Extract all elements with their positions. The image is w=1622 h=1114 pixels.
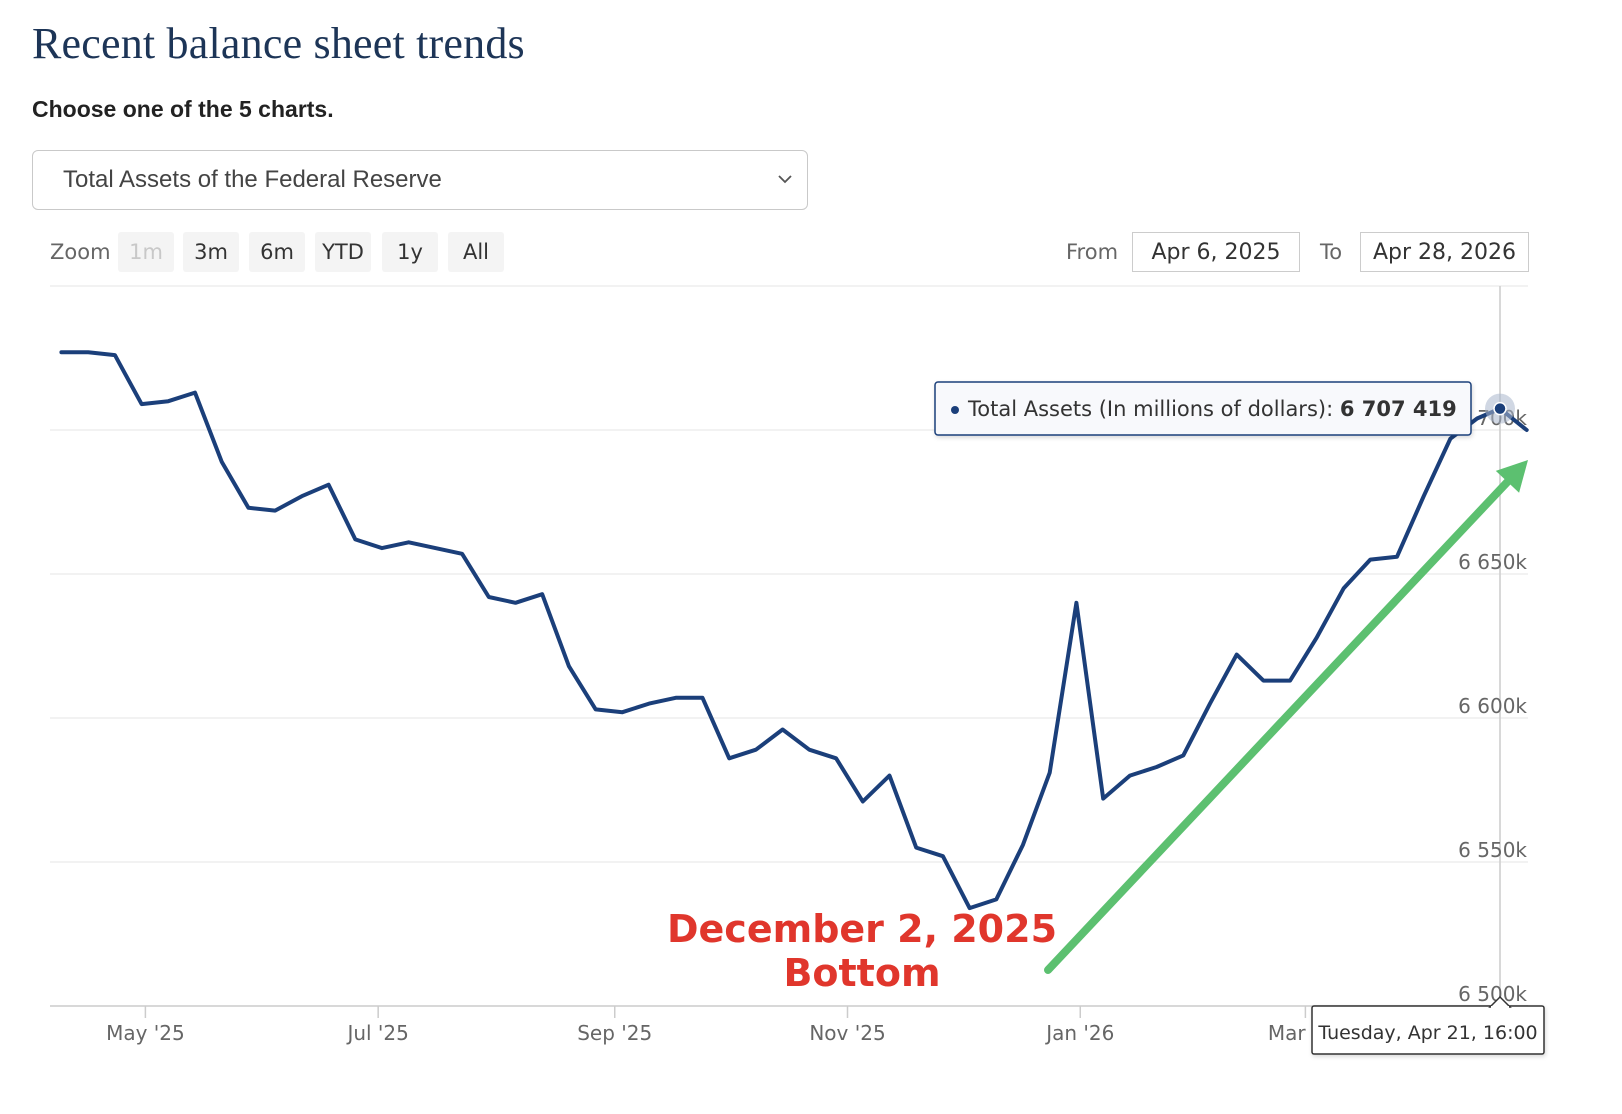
chart-chooser-label: Choose one of the 5 charts.: [32, 96, 334, 122]
annotation-date: December 2, 2025: [667, 907, 1057, 951]
data-point[interactable]: [513, 600, 519, 606]
tooltip: Total Assets (In millions of dollars): 6…: [934, 381, 1472, 436]
x-tick-label: Jul '25: [345, 1021, 408, 1045]
x-tick-label: Sep '25: [577, 1021, 652, 1045]
data-point[interactable]: [1127, 773, 1133, 779]
data-point[interactable]: [1180, 752, 1186, 758]
data-point[interactable]: [432, 545, 438, 551]
zoom-6m-button[interactable]: 6m: [249, 232, 305, 272]
data-point[interactable]: [619, 709, 625, 715]
data-point[interactable]: [673, 695, 679, 701]
data-point[interactable]: [646, 701, 652, 707]
data-point[interactable]: [780, 727, 786, 733]
data-point[interactable]: [245, 505, 251, 511]
tooltip-value: 6 707 419: [1340, 397, 1457, 421]
data-point[interactable]: [486, 594, 492, 600]
data-point[interactable]: [593, 706, 599, 712]
data-point[interactable]: [58, 349, 64, 355]
data-point[interactable]: [406, 539, 412, 545]
zoom-3m-button[interactable]: 3m: [183, 232, 239, 272]
x-tick-label: Nov '25: [809, 1021, 885, 1045]
data-point[interactable]: [700, 695, 706, 701]
data-point[interactable]: [1341, 585, 1347, 591]
data-point[interactable]: [219, 459, 225, 465]
hover-point[interactable]: [1493, 401, 1507, 416]
data-point[interactable]: [272, 508, 278, 514]
data-point[interactable]: [299, 493, 305, 499]
page-title: Recent balance sheet trends: [32, 19, 525, 68]
range-to-input[interactable]: Apr 28, 2026: [1360, 232, 1529, 272]
data-point[interactable]: [1474, 415, 1480, 421]
data-point[interactable]: [352, 536, 358, 542]
data-point[interactable]: [806, 747, 812, 753]
zoom-all-button[interactable]: All: [448, 232, 504, 272]
data-point[interactable]: [379, 545, 385, 551]
data-point[interactable]: [913, 845, 919, 851]
tooltip-box: [934, 381, 1472, 436]
data-point[interactable]: [886, 773, 892, 779]
zoom-1m-button[interactable]: 1m: [118, 232, 174, 272]
data-point[interactable]: [1421, 493, 1427, 499]
range-to-label: To: [1320, 240, 1343, 264]
y-tick-label: 6 550k: [1458, 838, 1527, 862]
data-point[interactable]: [85, 349, 91, 355]
data-point[interactable]: [326, 482, 332, 488]
chart-select[interactable]: Total Assets of the Federal Reserve: [32, 150, 808, 210]
data-point[interactable]: [726, 755, 732, 761]
data-point[interactable]: [993, 896, 999, 902]
zoom-label: Zoom: [50, 240, 111, 264]
tooltip-text: Total Assets (In millions of dollars): 6…: [967, 397, 1457, 421]
range-from-label: From: [1066, 240, 1119, 264]
trend-arrow-head: [1495, 460, 1528, 493]
date-tooltip: Tuesday, Apr 21, 16:00: [1311, 995, 1545, 1055]
data-point[interactable]: [1047, 770, 1053, 776]
data-point[interactable]: [833, 755, 839, 761]
chart-select-value: Total Assets of the Federal Reserve: [63, 166, 442, 193]
date-tooltip-text: Tuesday, Apr 21, 16:00: [1317, 1022, 1537, 1044]
data-point[interactable]: [112, 352, 118, 358]
y-tick-label: 6 600k: [1458, 694, 1527, 718]
data-point[interactable]: [566, 663, 572, 669]
data-point[interactable]: [1154, 764, 1160, 770]
x-tick-label: May '25: [106, 1021, 185, 1045]
zoom-1y-button[interactable]: 1y: [382, 232, 438, 272]
data-point[interactable]: [1020, 842, 1026, 848]
y-tick-label: 6 500k: [1458, 982, 1527, 1006]
date-tooltip-box: [1311, 1005, 1545, 1055]
data-point[interactable]: [1287, 678, 1293, 684]
data-point[interactable]: [192, 390, 198, 396]
data-point[interactable]: [459, 551, 465, 557]
data-point[interactable]: [1207, 701, 1213, 707]
data-point[interactable]: [139, 401, 145, 407]
trend-arrow: [1044, 477, 1512, 974]
data-point[interactable]: [539, 591, 545, 597]
tooltip-bullet: [951, 406, 959, 414]
data-point[interactable]: [1260, 678, 1266, 684]
x-tick-label: Jan '26: [1044, 1021, 1114, 1045]
data-point[interactable]: [1524, 427, 1530, 433]
range-from-input[interactable]: Apr 6, 2025: [1132, 232, 1300, 272]
data-point[interactable]: [753, 747, 759, 753]
data-point[interactable]: [1073, 600, 1079, 606]
zoom-ytd-button[interactable]: YTD: [315, 232, 371, 272]
tooltip-label: Total Assets (In millions of dollars):: [967, 397, 1340, 421]
data-point[interactable]: [940, 853, 946, 859]
data-point[interactable]: [860, 799, 866, 805]
y-tick-label: 6 650k: [1458, 550, 1527, 574]
data-point[interactable]: [1100, 796, 1106, 802]
series-line-total-assets: [59, 350, 1529, 911]
data-point[interactable]: [1314, 634, 1320, 640]
data-point[interactable]: [1447, 436, 1453, 442]
chevron-down-icon: [778, 175, 792, 184]
data-point[interactable]: [1234, 652, 1240, 658]
data-point[interactable]: [1367, 557, 1373, 563]
annotation-label: Bottom: [783, 951, 940, 995]
data-point[interactable]: [165, 398, 171, 404]
data-point[interactable]: [1394, 554, 1400, 560]
